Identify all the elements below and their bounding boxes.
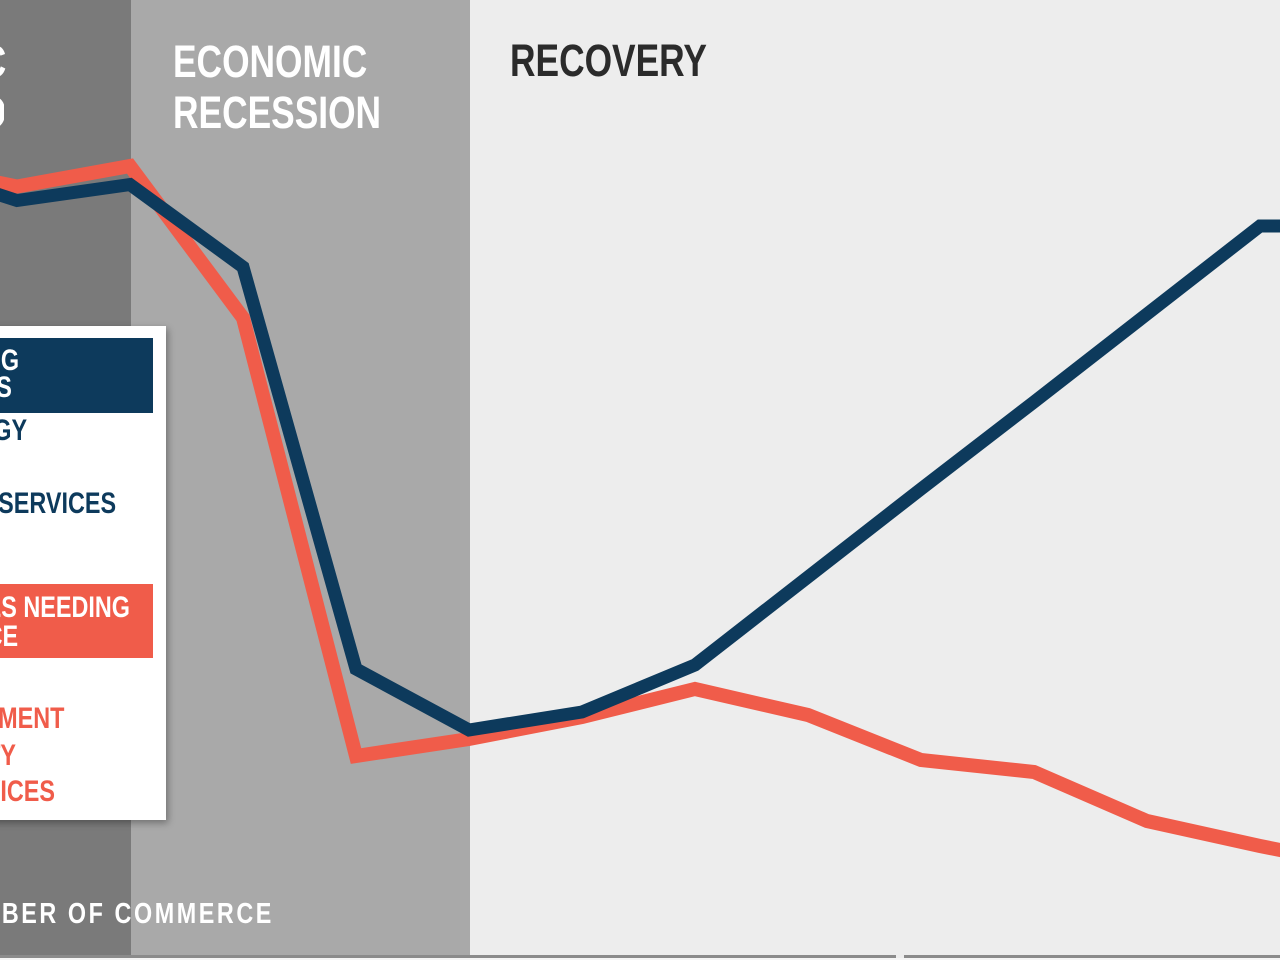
legend-blue-title-line-1: PROSPERING xyxy=(0,343,20,377)
legend-item: FINANCIAL SERVICES xyxy=(0,487,117,520)
legend-item: ENTERTAINMENT xyxy=(0,702,65,735)
phase-recession-line-1: ECONOMIC xyxy=(173,35,368,87)
bottom-edge-strip xyxy=(0,957,1280,960)
legend-item: RETAIL xyxy=(0,450,166,487)
phase-shutdown-line-1: ECONOMIC xyxy=(0,36,6,88)
series-line-prospering-businesses xyxy=(0,177,1280,737)
x-axis-line-left-segment xyxy=(0,954,896,958)
legend-item: TECHNOLOGY xyxy=(0,414,28,447)
source-credit: SOURCE: U.S. CHAMBER OF COMMERCE xyxy=(0,898,274,931)
legend-list-assistance-industries: TRAVEL ENTERTAINMENT HOSPITALITY FOOD SE… xyxy=(0,665,166,811)
phase-band-recovery xyxy=(470,0,1280,960)
legend-red-title-line-1: BUSINESSES NEEDING xyxy=(0,590,130,624)
x-axis-line-right-segment xyxy=(904,954,1280,958)
phase-recession-line-2: RECESSION xyxy=(173,87,382,139)
legend-item: HOSPITALITY xyxy=(0,738,16,772)
phase-label-recovery: RECOVERY xyxy=(510,35,761,87)
legend-title-prospering-businesses: PROSPERING BUSINESSES xyxy=(0,338,153,413)
legend-title-businesses-needing-assistance: BUSINESSES NEEDING ASSISTANCE xyxy=(0,584,153,658)
legend-blue-title-line-2: BUSINESSES xyxy=(0,372,89,402)
legend-card: PROSPERING BUSINESSES TECHNOLOGY RETAIL … xyxy=(0,326,166,820)
series-line-businesses-needing-assistance xyxy=(0,158,1280,858)
legend-red-title-line-2: ASSISTANCE xyxy=(0,619,19,653)
phase-label-economic-recession: ECONOMIC RECESSION xyxy=(173,36,438,139)
legend-item: TRAVEL xyxy=(0,665,166,702)
phase-label-shutdown: ECONOMIC SHUTDOWN xyxy=(0,36,59,139)
legend-item: FOOD SERVICES xyxy=(0,775,56,808)
phase-recovery-line-1: RECOVERY xyxy=(510,34,707,86)
legend-list-prospering-industries: TECHNOLOGY RETAIL FINANCIAL SERVICES xyxy=(0,413,166,523)
